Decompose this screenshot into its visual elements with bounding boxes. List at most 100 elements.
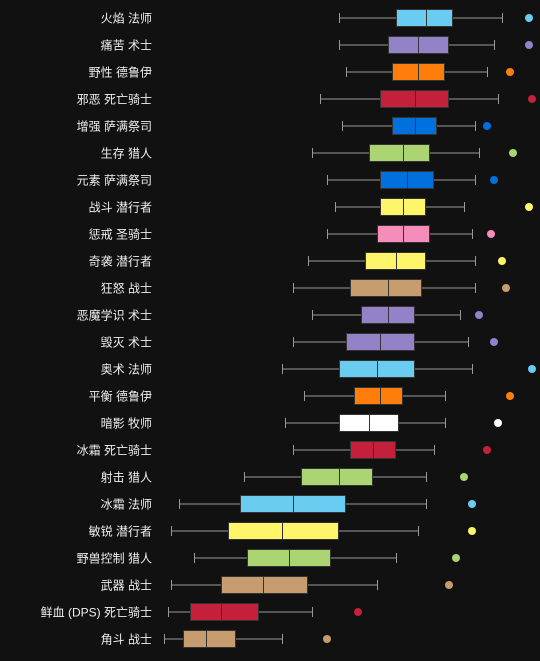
row-label: 冰霜 法师 — [101, 495, 152, 512]
outlier-dot — [354, 608, 362, 616]
row-label: 狂怒 战士 — [101, 279, 152, 296]
chart-row: 野兽控制 猎人 — [0, 544, 540, 571]
median-line — [388, 279, 389, 297]
median-line — [388, 306, 389, 324]
row-label: 毁灭 术士 — [101, 333, 152, 350]
chart-row: 敏锐 潜行者 — [0, 517, 540, 544]
chart-row: 冰霜 法师 — [0, 490, 540, 517]
chart-row: 狂怒 战士 — [0, 274, 540, 301]
box — [228, 522, 338, 540]
outlier-dot — [525, 41, 533, 49]
median-line — [293, 495, 294, 513]
outlier-dot — [528, 365, 536, 373]
row-label: 野兽控制 猎人 — [77, 549, 152, 566]
whisker-cap — [475, 175, 476, 185]
chart-row: 射击 猎人 — [0, 463, 540, 490]
row-label: 平衡 德鲁伊 — [89, 387, 152, 404]
whisker-cap — [475, 283, 476, 293]
whisker-cap — [327, 175, 328, 185]
chart-row: 冰霜 死亡骑士 — [0, 436, 540, 463]
whisker-cap — [171, 526, 172, 536]
median-line — [418, 36, 419, 54]
median-line — [339, 468, 340, 486]
median-line — [426, 9, 427, 27]
outlier-dot — [490, 176, 498, 184]
median-line — [415, 90, 416, 108]
chart-row: 暗影 牧师 — [0, 409, 540, 436]
chart-row: 毁灭 术士 — [0, 328, 540, 355]
row-label: 武器 战士 — [101, 576, 152, 593]
whisker-cap — [346, 67, 347, 77]
median-line — [373, 441, 374, 459]
row-label: 战斗 潜行者 — [89, 198, 152, 215]
whisker-cap — [312, 607, 313, 617]
whisker-cap — [327, 229, 328, 239]
median-line — [403, 144, 404, 162]
chart-row: 野性 德鲁伊 — [0, 58, 540, 85]
chart-row: 奥术 法师 — [0, 355, 540, 382]
outlier-dot — [452, 554, 460, 562]
whisker-cap — [339, 13, 340, 23]
chart-row: 恶魔学识 术士 — [0, 301, 540, 328]
whisker-cap — [445, 418, 446, 428]
box — [396, 9, 453, 27]
whisker-cap — [464, 202, 465, 212]
box — [301, 468, 373, 486]
outlier-dot — [487, 230, 495, 238]
median-line — [289, 549, 290, 567]
chart-row: 平衡 德鲁伊 — [0, 382, 540, 409]
median-line — [282, 522, 283, 540]
chart-row: 战斗 潜行者 — [0, 193, 540, 220]
chart-row: 元素 萨满祭司 — [0, 166, 540, 193]
whisker-cap — [472, 229, 473, 239]
outlier-dot — [506, 68, 514, 76]
boxplot-chart: 火焰 法师痛苦 术士野性 德鲁伊邪恶 死亡骑士增强 萨满祭司生存 猎人元素 萨满… — [0, 0, 540, 661]
whisker-cap — [282, 364, 283, 374]
box — [350, 279, 422, 297]
whisker-cap — [426, 499, 427, 509]
outlier-dot — [525, 14, 533, 22]
whisker-cap — [377, 580, 378, 590]
whisker-cap — [168, 607, 169, 617]
whisker-cap — [475, 121, 476, 131]
median-line — [377, 360, 378, 378]
outlier-dot — [502, 284, 510, 292]
box — [183, 630, 236, 648]
box — [369, 144, 430, 162]
whisker-cap — [293, 445, 294, 455]
whisker-cap — [418, 526, 419, 536]
median-line — [418, 63, 419, 81]
median-line — [415, 117, 416, 135]
chart-row: 生存 猎人 — [0, 139, 540, 166]
whisker-cap — [282, 634, 283, 644]
row-label: 角斗 战士 — [101, 630, 152, 647]
whisker-cap — [308, 256, 309, 266]
outlier-dot — [468, 527, 476, 535]
outlier-dot — [509, 149, 517, 157]
chart-row: 火焰 法师 — [0, 4, 540, 31]
chart-row: 奇袭 潜行者 — [0, 247, 540, 274]
whisker-cap — [434, 445, 435, 455]
median-line — [407, 171, 408, 189]
whisker-cap — [179, 499, 180, 509]
chart-row: 邪恶 死亡骑士 — [0, 85, 540, 112]
whisker-cap — [285, 418, 286, 428]
row-label: 射击 猎人 — [101, 468, 152, 485]
chart-row: 增强 萨满祭司 — [0, 112, 540, 139]
row-label: 邪恶 死亡骑士 — [77, 90, 152, 107]
outlier-dot — [490, 338, 498, 346]
median-line — [369, 414, 370, 432]
median-line — [396, 252, 397, 270]
whisker-cap — [460, 310, 461, 320]
whisker-cap — [312, 310, 313, 320]
whisker-cap — [472, 364, 473, 374]
median-line — [221, 603, 222, 621]
whisker-cap — [498, 94, 499, 104]
whisker-cap — [475, 256, 476, 266]
median-line — [380, 387, 381, 405]
row-label: 奥术 法师 — [101, 360, 152, 377]
whisker-cap — [171, 580, 172, 590]
row-label: 奇袭 潜行者 — [89, 252, 152, 269]
outlier-dot — [445, 581, 453, 589]
whisker-cap — [293, 337, 294, 347]
